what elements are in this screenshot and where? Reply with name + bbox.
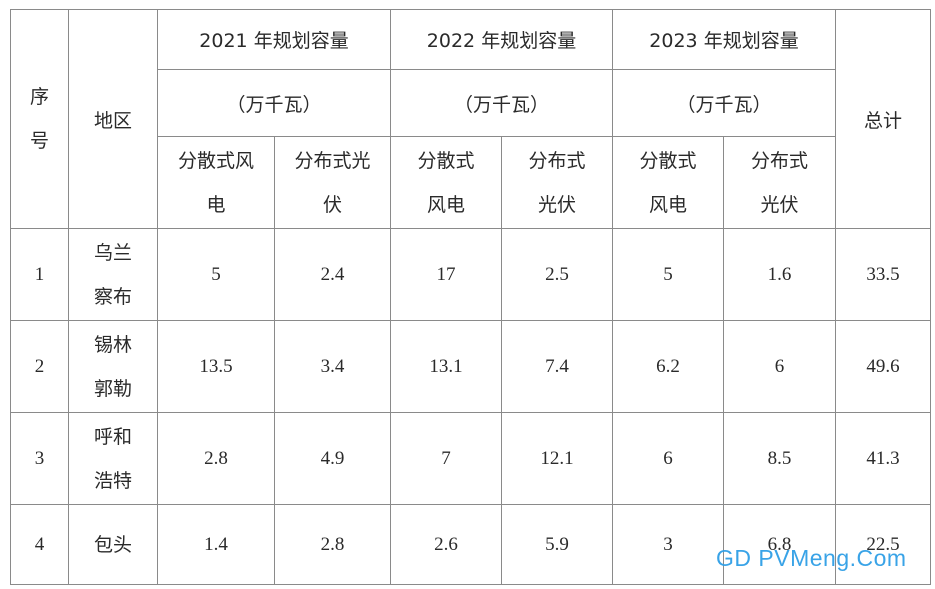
header-sub-solar-2021: 分布式光 伏 <box>274 136 391 229</box>
header-year-2023: 2023 年规划容量 <box>612 9 836 70</box>
row-index: 2 <box>10 320 69 413</box>
watermark: GD PVMeng.Com <box>716 545 907 571</box>
header-year-2022: 2022 年规划容量 <box>390 9 613 70</box>
header-sub-wind-2021: 分散式风 电 <box>157 136 275 229</box>
header-sub-solar-2023: 分布式 光伏 <box>723 136 836 229</box>
row-region: 锡林 郭勒 <box>68 320 158 413</box>
header-unit-2021: （万千瓦） <box>157 69 391 137</box>
cell-value: 17 <box>390 228 502 321</box>
header-year-2021: 2021 年规划容量 <box>157 9 391 70</box>
cell-value: 5.9 <box>501 504 613 585</box>
cell-value: 6.2 <box>612 320 724 413</box>
header-sub-solar-2022: 分布式 光伏 <box>501 136 613 229</box>
cell-value: 6.8 <box>723 504 836 585</box>
cell-value: 13.5 <box>157 320 275 413</box>
cell-value: 3 <box>612 504 724 585</box>
table-row: 3 呼和 浩特 2.8 4.9 7 12.1 6 8.5 41.3 <box>10 412 931 505</box>
cell-value: 5 <box>157 228 275 321</box>
cell-value: 7.4 <box>501 320 613 413</box>
cell-value: 2.4 <box>274 228 391 321</box>
cell-value: 8.5 <box>723 412 836 505</box>
table-row: 2 锡林 郭勒 13.5 3.4 13.1 7.4 6.2 6 49.6 <box>10 320 931 413</box>
cell-value: 2.8 <box>274 504 391 585</box>
header-total: 总计 <box>835 9 931 229</box>
row-total: 41.3 <box>835 412 931 505</box>
cell-value: 4.9 <box>274 412 391 505</box>
row-region: 呼和 浩特 <box>68 412 158 505</box>
cell-value: 6 <box>723 320 836 413</box>
row-index: 1 <box>10 228 69 321</box>
row-region: 乌兰 察布 <box>68 228 158 321</box>
cell-value: 1.4 <box>157 504 275 585</box>
header-unit-2023: （万千瓦） <box>612 69 836 137</box>
row-total: 49.6 <box>835 320 931 413</box>
header-index: 序 号 <box>10 9 69 229</box>
row-index: 3 <box>10 412 69 505</box>
cell-value: 5 <box>612 228 724 321</box>
cell-value: 2.6 <box>390 504 502 585</box>
header-sub-wind-2022: 分散式 风电 <box>390 136 502 229</box>
row-region: 包头 <box>68 504 158 585</box>
row-index: 4 <box>10 504 69 585</box>
row-total: 33.5 <box>835 228 931 321</box>
header-sub-wind-2023: 分散式 风电 <box>612 136 724 229</box>
cell-value: 3.4 <box>274 320 391 413</box>
capacity-table: 序 号 地区 2021 年规划容量 2022 年规划容量 2023 年规划容量 … <box>10 9 931 585</box>
cell-value: 7 <box>390 412 502 505</box>
cell-value: 13.1 <box>390 320 502 413</box>
table-row: 1 乌兰 察布 5 2.4 17 2.5 5 1.6 33.5 <box>10 228 931 321</box>
row-total: 22.5 <box>835 504 931 585</box>
table-row: 4 包头 1.4 2.8 2.6 5.9 3 6.8 22.5 <box>10 504 931 585</box>
cell-value: 12.1 <box>501 412 613 505</box>
cell-value: 1.6 <box>723 228 836 321</box>
cell-value: 2.5 <box>501 228 613 321</box>
header-region: 地区 <box>68 9 158 229</box>
cell-value: 6 <box>612 412 724 505</box>
header-unit-2022: （万千瓦） <box>390 69 613 137</box>
cell-value: 2.8 <box>157 412 275 505</box>
